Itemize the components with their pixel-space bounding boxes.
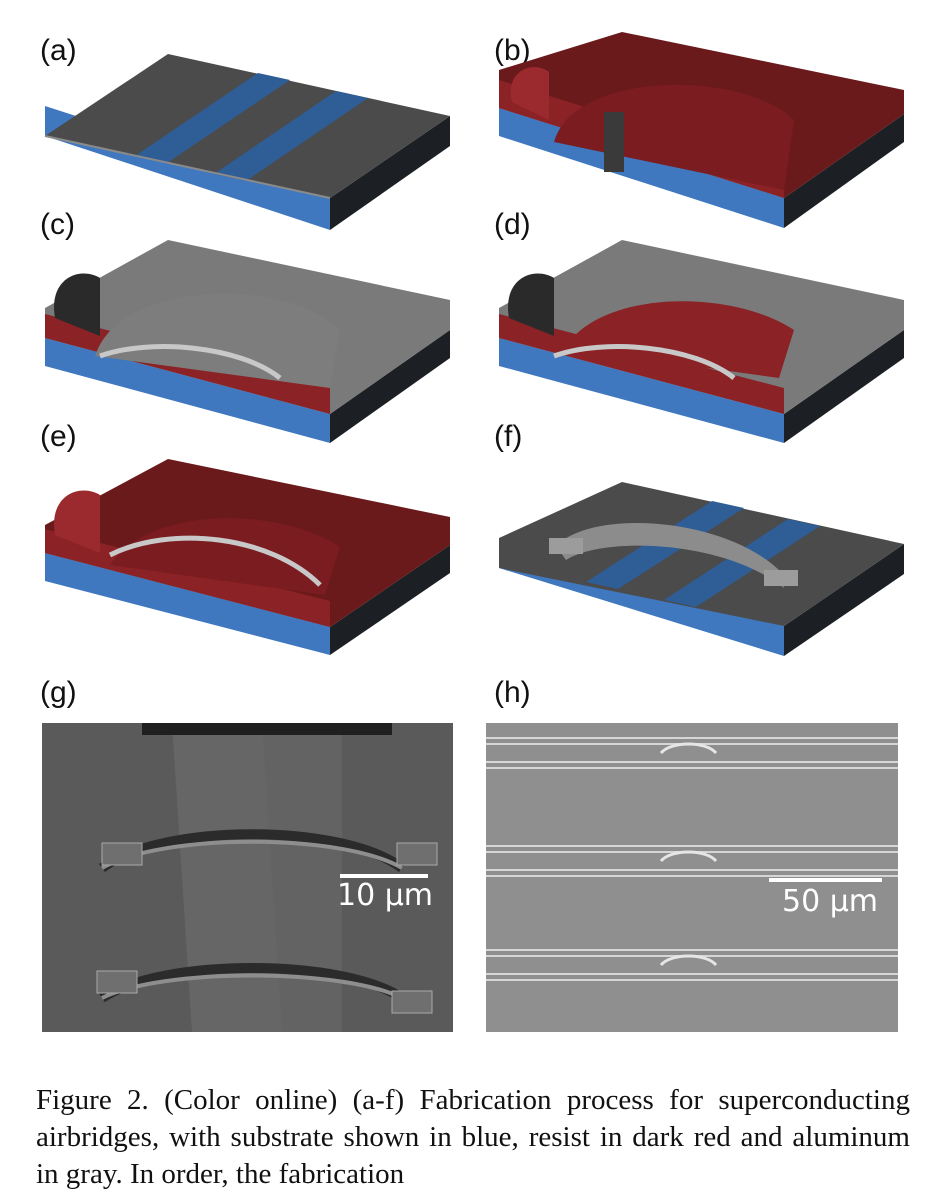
- panel-g-sem-image: 10 µm: [42, 723, 453, 1032]
- panel-label-g: (g): [40, 676, 77, 709]
- scale-label-h: 50 µm: [782, 884, 878, 919]
- panel-a-illustration: [44, 54, 450, 230]
- gap-stripe-left: [135, 73, 290, 163]
- panel-c-illustration: [45, 240, 450, 443]
- airbridge: [556, 523, 784, 588]
- figure-caption: Figure 2. (Color online) (a-f) Fabricati…: [36, 1084, 910, 1190]
- panel-label-a: (a): [40, 34, 77, 67]
- resist-mound: [554, 84, 794, 190]
- panel-label-e: (e): [40, 420, 77, 453]
- gap-stripe-right: [214, 91, 368, 181]
- scale-label-g: 10 µm: [337, 878, 433, 913]
- panel-label-c: (c): [40, 208, 75, 241]
- panel-label-f: (f): [494, 420, 523, 453]
- panel-f-illustration: [499, 482, 904, 656]
- panel-label-b: (b): [494, 34, 531, 67]
- metal-top: [45, 54, 450, 198]
- panel-e-illustration: [45, 459, 450, 655]
- panel-d-illustration: [499, 240, 904, 443]
- panel-label-h: (h): [494, 676, 531, 709]
- panel-label-d: (d): [494, 208, 531, 241]
- substrate-side: [330, 116, 450, 230]
- panel-b-illustration: [499, 32, 904, 228]
- panel-h-sem-image: 50 µm: [486, 723, 898, 1032]
